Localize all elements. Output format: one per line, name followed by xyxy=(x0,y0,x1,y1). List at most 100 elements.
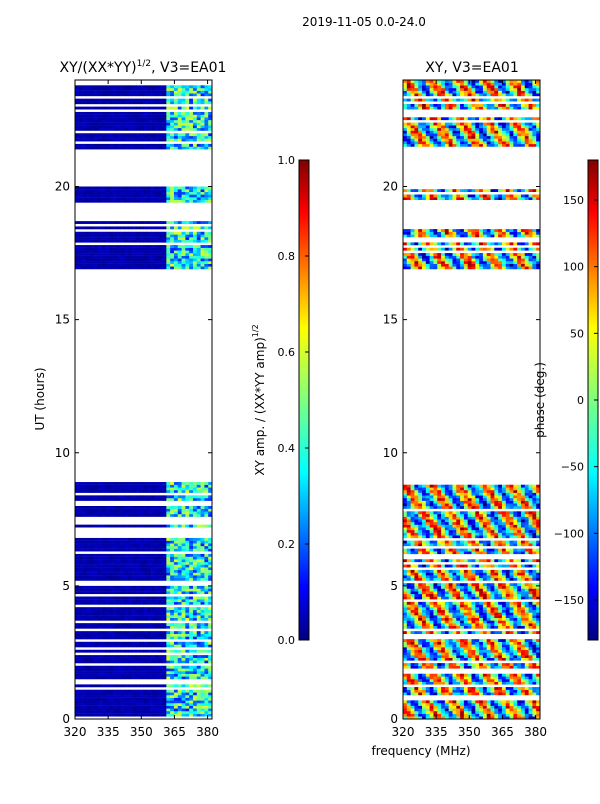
heatmap-cell xyxy=(124,189,128,192)
heatmap-cell xyxy=(113,250,117,253)
heatmap-cell xyxy=(90,101,94,104)
heatmap-cell xyxy=(174,125,178,128)
heatmap-cell xyxy=(178,266,182,269)
heatmap-cell xyxy=(83,250,87,253)
heatmap-cell xyxy=(182,117,186,120)
heatmap-cell xyxy=(178,194,182,197)
heatmap-cell xyxy=(151,250,155,253)
heatmap-cell xyxy=(144,626,148,629)
heatmap-cell xyxy=(185,232,189,235)
heatmap-cell xyxy=(121,511,125,514)
heatmap-cell xyxy=(94,115,98,118)
heatmap-cell xyxy=(75,485,79,488)
heatmap-cell xyxy=(491,674,495,677)
heatmap-cell xyxy=(449,679,453,682)
heatmap-cell xyxy=(136,700,140,703)
heatmap-cell xyxy=(144,671,148,674)
heatmap-cell xyxy=(121,221,125,224)
heatmap-cell xyxy=(75,258,79,261)
heatmap-cell xyxy=(102,570,106,573)
heatmap-cell xyxy=(75,487,79,490)
heatmap-cell xyxy=(193,117,197,120)
heatmap-cell xyxy=(204,250,208,253)
heatmap-cell xyxy=(189,125,193,128)
heatmap-cell xyxy=(170,485,174,488)
heatmap-cell xyxy=(144,575,148,578)
heatmap-cell xyxy=(460,615,464,618)
heatmap-cell xyxy=(94,253,98,256)
heatmap-cell xyxy=(102,85,106,88)
heatmap-cell xyxy=(151,698,155,701)
heatmap-cell xyxy=(491,666,495,669)
heatmap-cell xyxy=(124,93,128,96)
colorbar-tick-label: 0.2 xyxy=(278,538,296,551)
heatmap-cell xyxy=(86,189,90,192)
heatmap-cell xyxy=(502,703,506,706)
heatmap-cell xyxy=(422,631,426,634)
heatmap-cell xyxy=(468,655,472,658)
heatmap-cell xyxy=(155,634,159,637)
heatmap-cell xyxy=(185,189,189,192)
heatmap-cell xyxy=(144,234,148,237)
heatmap-cell xyxy=(140,573,144,576)
heatmap-cell xyxy=(403,605,407,608)
heatmap-cell xyxy=(178,599,182,602)
heatmap-cell xyxy=(201,562,205,565)
heatmap-cell xyxy=(437,610,441,613)
heatmap-cell xyxy=(452,652,456,655)
heatmap-cell xyxy=(109,490,113,493)
heatmap-cell xyxy=(498,607,502,610)
heatmap-cell xyxy=(136,192,140,195)
heatmap-cell xyxy=(147,650,151,653)
heatmap-cell xyxy=(117,644,121,647)
heatmap-cell xyxy=(182,554,186,557)
heatmap-cell xyxy=(102,101,106,104)
heatmap-cell xyxy=(182,610,186,613)
heatmap-cell xyxy=(83,610,87,613)
heatmap-cell xyxy=(163,256,167,259)
heatmap-cell xyxy=(201,599,205,602)
heatmap-cell xyxy=(189,482,193,485)
heatmap-cell xyxy=(124,690,128,693)
heatmap-cell xyxy=(163,655,167,658)
heatmap-cell xyxy=(147,514,151,517)
heatmap-cell xyxy=(75,703,79,706)
heatmap-cell xyxy=(445,607,449,610)
heatmap-cell xyxy=(144,607,148,610)
heatmap-cell xyxy=(75,525,79,528)
heatmap-cell xyxy=(174,541,178,544)
heatmap-cell xyxy=(144,511,148,514)
heatmap-cell xyxy=(124,511,128,514)
heatmap-cell xyxy=(204,506,208,509)
heatmap-cell xyxy=(460,711,464,714)
heatmap-cell xyxy=(479,692,483,695)
heatmap-cell xyxy=(144,147,148,150)
heatmap-cell xyxy=(113,573,117,576)
heatmap-cell xyxy=(456,644,460,647)
heatmap-cell xyxy=(94,597,98,600)
heatmap-cell xyxy=(182,482,186,485)
heatmap-cell xyxy=(437,703,441,706)
heatmap-cell xyxy=(86,93,90,96)
heatmap-cell xyxy=(105,112,109,115)
heatmap-cell xyxy=(456,692,460,695)
heatmap-cell xyxy=(98,221,102,224)
heatmap-cell xyxy=(182,91,186,94)
heatmap-cell xyxy=(178,562,182,565)
heatmap-cell xyxy=(90,123,94,126)
heatmap-cell xyxy=(174,578,178,581)
heatmap-cell xyxy=(502,700,506,703)
heatmap-cell xyxy=(517,687,521,690)
heatmap-cell xyxy=(163,575,167,578)
heatmap-cell xyxy=(86,266,90,269)
heatmap-cell xyxy=(411,687,415,690)
heatmap-cell xyxy=(197,714,201,717)
heatmap-cell xyxy=(113,708,117,711)
heatmap-cell xyxy=(456,626,460,629)
heatmap-cell xyxy=(113,578,117,581)
heatmap-cell xyxy=(140,197,144,200)
heatmap-cell xyxy=(113,546,117,549)
heatmap-cell xyxy=(182,123,186,126)
heatmap-cell xyxy=(117,237,121,240)
heatmap-cell xyxy=(83,136,87,139)
